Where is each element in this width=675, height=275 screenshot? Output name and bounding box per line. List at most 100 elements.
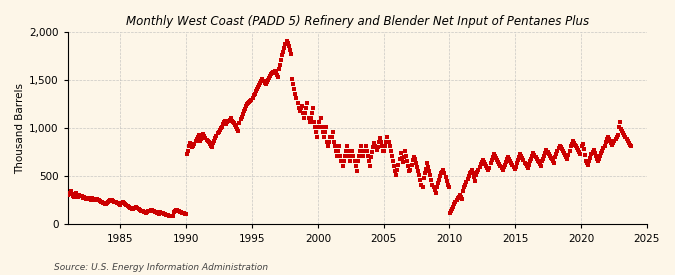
Point (498, 164, 509, 169)
Point (582, 161, 593, 165)
Point (526, 153, 537, 158)
Point (552, 149, 563, 153)
Point (452, 196, 463, 201)
Point (270, 71, 281, 76)
Point (605, 141, 616, 145)
Point (598, 146, 609, 151)
Point (261, 82, 271, 86)
Point (621, 137, 632, 141)
Point (140, 210, 151, 215)
Point (246, 98, 257, 103)
Point (217, 125, 227, 130)
Point (509, 166, 520, 171)
Point (66, 191, 77, 196)
Point (313, 125, 324, 130)
Point (170, 208, 181, 212)
Point (377, 144, 387, 149)
Point (144, 209, 155, 213)
Point (92, 197, 103, 201)
Point (535, 164, 546, 168)
Point (336, 159, 347, 163)
Point (317, 130, 328, 134)
Point (345, 159, 356, 163)
Point (414, 173, 425, 178)
Point (423, 164, 433, 169)
Point (346, 154, 356, 158)
Point (410, 157, 421, 161)
Point (321, 125, 331, 130)
Point (573, 148, 584, 153)
Point (101, 201, 112, 205)
Point (542, 150, 553, 154)
Point (255, 81, 266, 85)
Point (294, 109, 305, 113)
Point (457, 197, 468, 201)
Point (77, 195, 88, 200)
Point (358, 154, 369, 158)
Point (537, 159, 547, 164)
Point (591, 154, 601, 158)
Point (165, 214, 176, 218)
Point (407, 158, 418, 162)
Point (152, 211, 163, 215)
Point (572, 146, 583, 151)
Point (151, 210, 161, 215)
Point (317, 125, 327, 130)
Point (342, 144, 352, 149)
Point (418, 176, 429, 180)
Point (159, 212, 170, 217)
Point (259, 81, 270, 85)
Point (603, 135, 614, 139)
Point (595, 154, 605, 158)
Point (539, 153, 549, 158)
Y-axis label: Thousand Barrels: Thousand Barrels (15, 83, 25, 174)
Point (370, 143, 381, 148)
Point (288, 82, 298, 86)
Point (516, 154, 526, 158)
Point (182, 152, 192, 156)
Point (561, 155, 572, 159)
Point (146, 207, 157, 212)
Point (448, 205, 459, 209)
Point (443, 185, 454, 189)
Point (626, 144, 637, 149)
Point (472, 170, 483, 175)
Point (282, 41, 293, 46)
Point (296, 104, 307, 108)
Point (225, 116, 236, 120)
Point (64, 191, 75, 195)
Point (529, 152, 540, 157)
Point (90, 197, 101, 202)
Point (338, 159, 349, 163)
Point (568, 139, 578, 143)
Point (538, 156, 549, 161)
Point (361, 149, 372, 153)
Point (147, 208, 158, 213)
Point (462, 177, 473, 182)
Point (454, 192, 465, 197)
Point (583, 163, 593, 167)
Point (184, 144, 194, 149)
Point (403, 164, 414, 168)
Point (404, 168, 415, 173)
Point (593, 159, 603, 163)
Point (591, 157, 602, 161)
Point (101, 202, 111, 207)
Point (387, 154, 398, 158)
Point (252, 87, 263, 91)
Point (349, 159, 360, 163)
Point (360, 144, 371, 149)
Point (232, 127, 242, 131)
Point (92, 198, 103, 202)
Point (167, 214, 178, 219)
Point (618, 131, 628, 135)
Point (364, 164, 375, 168)
Point (515, 152, 526, 156)
Point (230, 123, 240, 128)
Point (614, 125, 624, 130)
Point (166, 214, 177, 218)
Point (468, 175, 479, 180)
Point (491, 156, 502, 160)
Point (284, 48, 295, 53)
Point (487, 155, 498, 159)
